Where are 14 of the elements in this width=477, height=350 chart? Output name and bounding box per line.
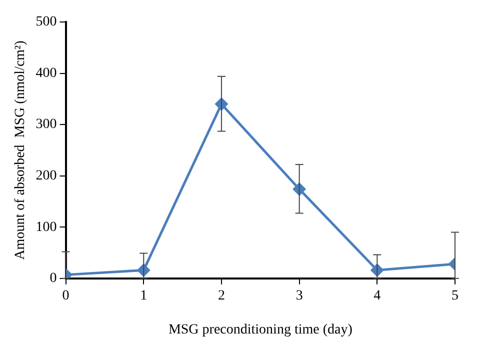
y-tick-label: 400 [36,66,57,81]
x-axis-title: MSG preconditioning time (day) [168,322,353,338]
y-tick-label: 0 [50,271,57,286]
y-tick-label: 500 [36,14,57,30]
x-tick-label: 2 [218,288,225,304]
x-tick-label: 5 [452,288,458,304]
y-tick-label: 200 [36,168,57,184]
y-tick-label: 100 [36,220,57,235]
y-tick-label: 300 [36,117,57,132]
y-axis-title: Amount of absorbed MSG (nmol/cm²) [13,40,28,260]
x-tick-label: 1 [140,288,148,304]
x-tick-label: 3 [296,288,303,304]
x-tick-label: 0 [62,288,70,304]
x-tick-label: 4 [374,288,381,304]
